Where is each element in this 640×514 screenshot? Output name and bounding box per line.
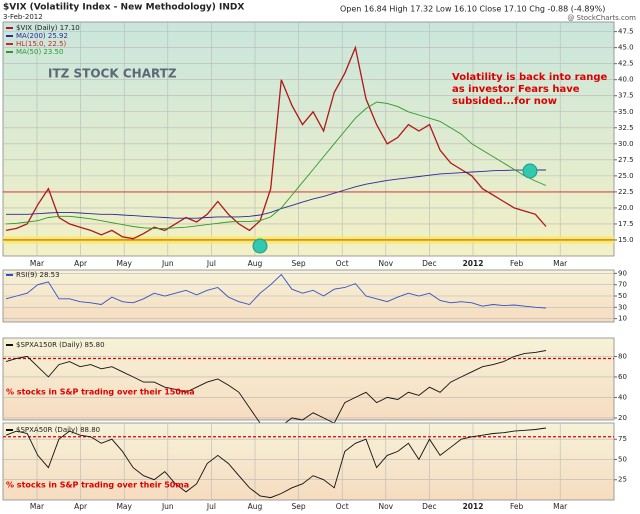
legend-label: HL(15.0, 22.5) bbox=[16, 40, 67, 48]
x-tick-label: Nov bbox=[378, 502, 393, 511]
x-tick-label: Oct bbox=[336, 502, 349, 511]
y-tick-label: 17.5 bbox=[618, 220, 634, 228]
x-tick-label: Nov bbox=[378, 259, 393, 268]
annotation: ITZ STOCK CHARTZ bbox=[48, 67, 177, 81]
x-tick-label: Aug bbox=[248, 259, 263, 268]
y-tick-label: 40.0 bbox=[618, 76, 634, 84]
y-tick-label: 50 bbox=[618, 455, 627, 463]
legend-label: $SPXA150R (Daily) 85.80 bbox=[16, 341, 105, 349]
y-tick-label: 30.0 bbox=[618, 140, 634, 148]
x-tick-label: Feb bbox=[510, 502, 524, 511]
panel-background bbox=[2, 337, 615, 421]
x-tick-label: Feb bbox=[510, 259, 524, 268]
header-date: 3-Feb-2012 bbox=[3, 13, 43, 21]
y-tick-label: 80 bbox=[618, 352, 627, 360]
x-tick-label: Dec bbox=[422, 259, 437, 268]
x-tick-label: Mar bbox=[553, 502, 568, 511]
x-tick-label: May bbox=[116, 259, 132, 268]
x-tick-label: Jun bbox=[161, 259, 174, 268]
x-tick-label: Jul bbox=[206, 259, 216, 268]
y-tick-label: 25 bbox=[618, 476, 627, 484]
x-tick-label: 2012 bbox=[463, 259, 484, 268]
x-tick-label: May bbox=[116, 502, 132, 511]
y-tick-label: 32.5 bbox=[618, 124, 634, 132]
y-tick-label: 45.0 bbox=[618, 44, 634, 52]
y-tick-label: 15.0 bbox=[618, 236, 634, 244]
y-tick-label: 22.5 bbox=[618, 188, 634, 196]
y-tick-label: 90 bbox=[618, 269, 627, 277]
annotation: subsided...for now bbox=[452, 96, 557, 107]
series-line bbox=[5, 45, 547, 240]
y-tick-label: 20.0 bbox=[618, 204, 634, 212]
y-tick-label: 10 bbox=[618, 315, 627, 323]
x-tick-label: Mar bbox=[30, 259, 45, 268]
y-tick-label: 37.5 bbox=[618, 92, 634, 100]
x-tick-label: Oct bbox=[336, 259, 349, 268]
highlight-circle bbox=[522, 163, 538, 179]
x-tick-label: Sep bbox=[292, 502, 306, 511]
legend-label: $VIX (Daily) 17.10 bbox=[16, 24, 80, 32]
x-tick-label: Apr bbox=[74, 259, 88, 268]
legend-label: MA(200) 25.92 bbox=[16, 32, 68, 40]
x-tick-label: Jun bbox=[161, 502, 174, 511]
x-tick-label: Dec bbox=[422, 502, 437, 511]
panels: 15.0 17.5 20.0 22.5 25.0 27.5 30.0 32.5 35.0 37.5… bbox=[2, 21, 634, 511]
y-tick-label: 25.0 bbox=[618, 172, 634, 180]
y-tick-label: 40 bbox=[618, 393, 627, 401]
annotation: % stocks in S&P trading over their 150ma bbox=[6, 388, 195, 397]
legend-label: $SPXA50R (Daily) 88.80 bbox=[16, 426, 100, 434]
annotation: Volatility is back into range bbox=[452, 72, 608, 83]
highlight-circle bbox=[252, 238, 268, 254]
y-tick-label: 70 bbox=[618, 281, 627, 289]
y-tick-label: 27.5 bbox=[618, 156, 634, 164]
series-line bbox=[5, 273, 547, 309]
y-tick-label: 60 bbox=[618, 373, 627, 381]
panel-background bbox=[2, 422, 615, 501]
y-tick-label: 47.5 bbox=[618, 28, 634, 36]
legend-label: MA(50) 23.50 bbox=[16, 48, 63, 56]
x-tick-label: Jul bbox=[206, 502, 216, 511]
series-line bbox=[6, 169, 546, 219]
panel-background bbox=[2, 21, 615, 257]
y-tick-label: 42.5 bbox=[618, 60, 634, 68]
header-quote: Open 16.84 High 17.32 Low 16.10 Close 17… bbox=[340, 5, 605, 14]
x-tick-label: Sep bbox=[292, 259, 306, 268]
series-line bbox=[5, 427, 547, 499]
x-tick-label: 2012 bbox=[463, 502, 484, 511]
annotation: % stocks in S&P trading over their 50ma bbox=[6, 481, 189, 490]
header-source: @ StockCharts.com bbox=[567, 14, 636, 22]
x-tick-label: Mar bbox=[30, 502, 45, 511]
x-tick-label: Mar bbox=[553, 259, 568, 268]
y-tick-label: 75 bbox=[618, 435, 627, 443]
series-line bbox=[5, 101, 547, 229]
legend-label: RSI(9) 28.53 bbox=[16, 271, 60, 279]
annotation: as investor Fears have bbox=[452, 84, 580, 95]
y-tick-label: 20 bbox=[618, 414, 627, 422]
y-tick-label: 50 bbox=[618, 292, 627, 300]
header-symbol: $VIX (Volatility Index - New Methodology… bbox=[3, 3, 244, 13]
y-tick-label: 35.0 bbox=[618, 108, 634, 116]
x-tick-label: Aug bbox=[248, 502, 263, 511]
y-tick-label: 30 bbox=[618, 303, 627, 311]
x-tick-label: Apr bbox=[74, 502, 88, 511]
